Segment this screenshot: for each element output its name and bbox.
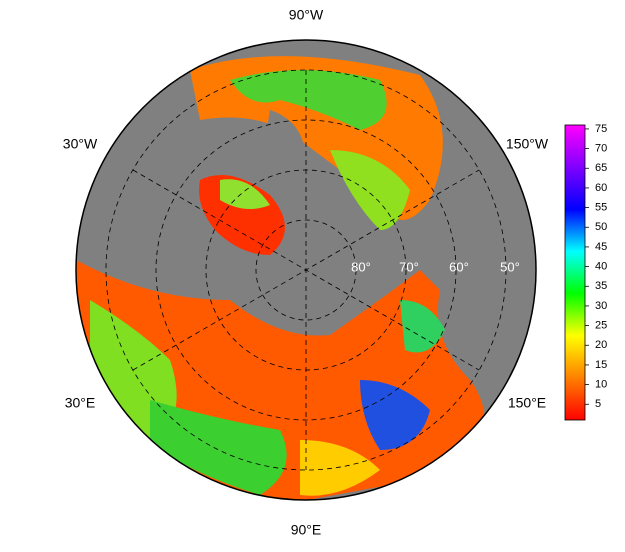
colorbar-tick-label: 40 (595, 261, 607, 273)
latitude-label: 50° (500, 259, 520, 274)
latitude-label: 80° (351, 259, 371, 274)
latitude-label: 70° (399, 259, 419, 274)
longitude-label: 90°W (289, 7, 324, 23)
colorbar-tick-label: 60 (595, 182, 607, 194)
graticule (105, 69, 507, 471)
longitude-label: 30°E (65, 395, 96, 411)
colorbar-tick-label: 15 (595, 359, 607, 371)
colorbar-tick-label: 45 (595, 241, 607, 253)
longitude-label: 90°E (291, 522, 322, 538)
longitude-label: 150°W (506, 136, 549, 152)
colorbar-ramp (564, 124, 586, 421)
latitude-label: 60° (449, 259, 469, 274)
colorbar-tick-label: 20 (595, 339, 607, 351)
longitude-label: 150°E (508, 395, 546, 411)
colorbar-tick-label: 50 (595, 221, 607, 233)
colorbar: 5 10 15 20 25 30 35 40 45 50 55 60 65 70 75 (564, 123, 607, 421)
map-border (75, 39, 537, 501)
colorbar-tick-label: 65 (595, 162, 607, 174)
colorbar-tick-label: 10 (595, 379, 607, 391)
colorbar-tick-label: 75 (595, 123, 607, 135)
longitude-label: 30°W (63, 136, 98, 152)
colorbar-tick-label: 55 (595, 202, 607, 214)
colorbar-tick-label: 35 (595, 280, 607, 292)
colorbar-tick-label: 70 (595, 143, 607, 155)
colorbar-tick-label: 5 (595, 398, 601, 410)
colorbar-tick-label: 25 (595, 320, 607, 332)
colorbar-tick-label: 30 (595, 300, 607, 312)
